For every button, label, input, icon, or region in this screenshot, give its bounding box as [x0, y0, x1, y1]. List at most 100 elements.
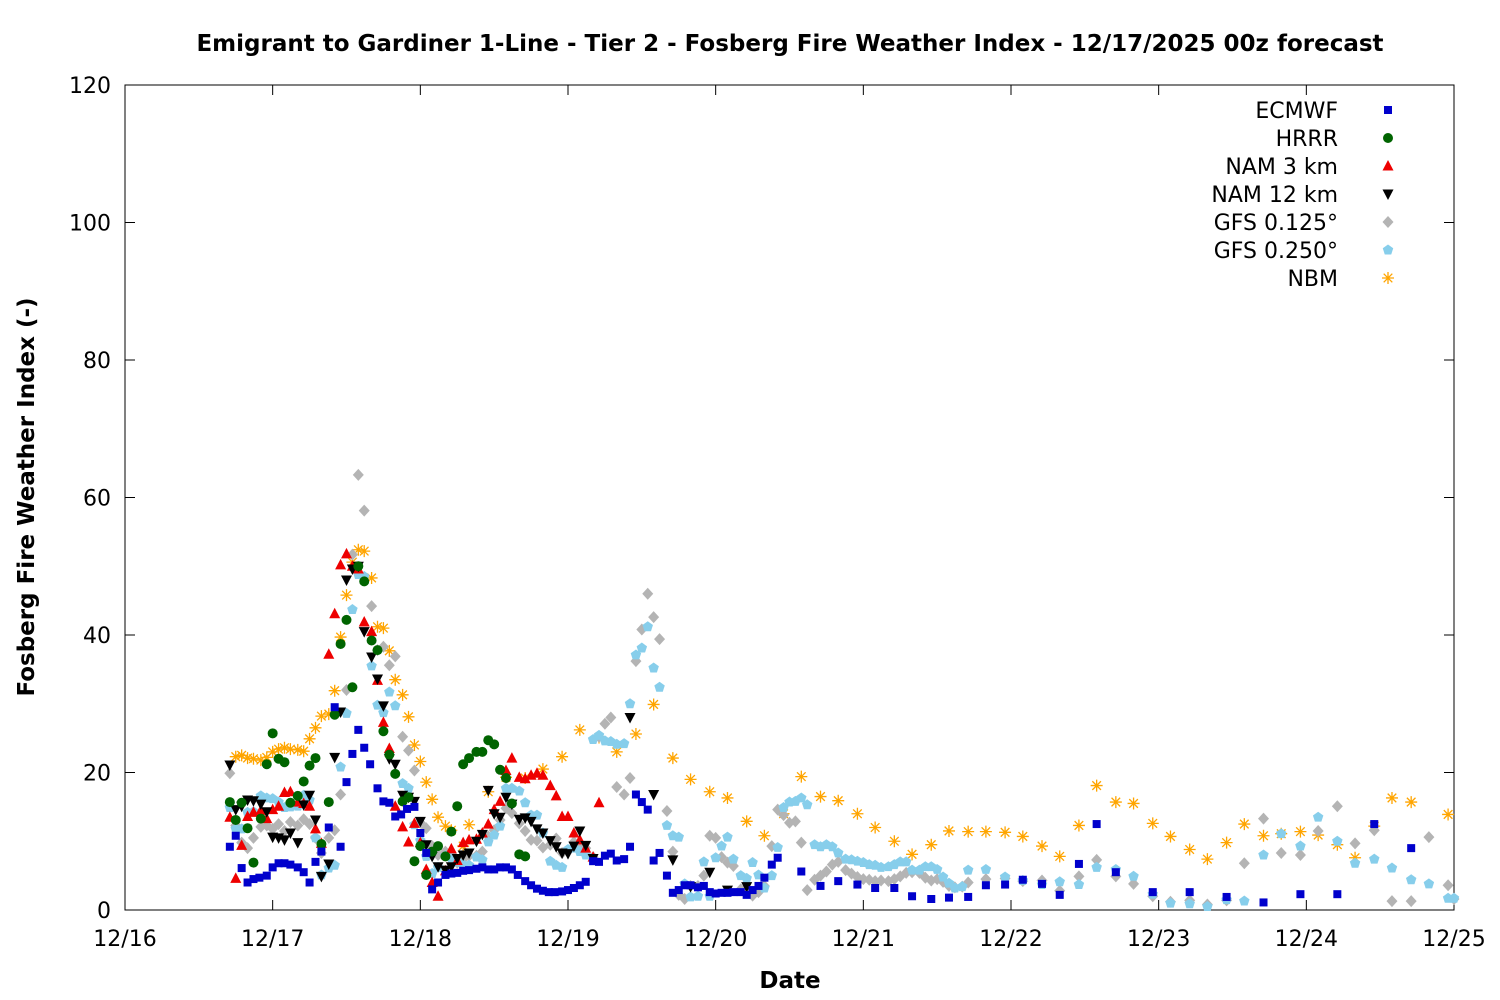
- data-point: [605, 711, 617, 724]
- data-point: [612, 856, 621, 865]
- data-point: [224, 797, 235, 808]
- data-point: [341, 547, 352, 559]
- data-point: [304, 760, 315, 771]
- data-point: [962, 864, 974, 875]
- data-point: [477, 854, 488, 865]
- data-point: [716, 840, 727, 851]
- data-point: [550, 888, 559, 897]
- data-point: [420, 776, 433, 789]
- plot-border: [124, 84, 1455, 911]
- data-point: [1294, 849, 1306, 861]
- data-point: [280, 859, 289, 868]
- data-point: [403, 782, 414, 793]
- data-point: [446, 826, 457, 837]
- data-point: [599, 717, 611, 730]
- data-point: [544, 888, 553, 897]
- legend-label: ECMWF: [1255, 99, 1338, 124]
- data-point: [869, 821, 882, 834]
- data-point: [711, 889, 720, 898]
- data-point: [626, 842, 635, 851]
- data-point: [957, 881, 968, 892]
- data-point: [1238, 857, 1250, 870]
- data-point: [1259, 898, 1268, 907]
- data-point: [1072, 819, 1085, 832]
- data-point: [931, 863, 943, 874]
- data-point: [1146, 817, 1159, 830]
- data-point: [999, 826, 1012, 839]
- data-point: [1054, 876, 1065, 887]
- data-point: [309, 815, 321, 826]
- data-point: [795, 770, 808, 783]
- data-point: [1258, 849, 1269, 860]
- data-point: [1222, 892, 1231, 901]
- data-point: [403, 804, 412, 813]
- data-point: [391, 812, 400, 821]
- data-point: [610, 745, 623, 758]
- data-point: [292, 819, 304, 832]
- data-point: [767, 860, 776, 869]
- data-point: [230, 805, 242, 816]
- data-point: [315, 871, 327, 883]
- data-point: [766, 870, 778, 881]
- data-point: [1349, 857, 1361, 868]
- legend-label: NAM 3 km: [1225, 155, 1338, 180]
- data-point: [377, 701, 389, 712]
- data-point: [1275, 846, 1287, 859]
- data-point: [304, 800, 316, 811]
- data-point: [717, 888, 726, 897]
- data-point: [1333, 890, 1342, 899]
- data-point: [402, 710, 415, 723]
- data-point: [611, 780, 623, 793]
- data-point: [261, 807, 273, 818]
- data-point: [1349, 837, 1361, 850]
- data-point: [1423, 878, 1435, 889]
- data-point: [323, 831, 335, 844]
- data-point: [698, 869, 710, 882]
- data-point: [667, 855, 679, 866]
- data-point: [674, 886, 683, 895]
- data-point: [225, 842, 234, 851]
- data-point: [247, 796, 259, 807]
- data-point: [1312, 824, 1324, 837]
- data-point: [1369, 853, 1380, 864]
- data-point: [441, 870, 450, 879]
- data-point: [247, 831, 259, 844]
- data-point: [789, 815, 801, 828]
- data-point: [648, 611, 660, 624]
- x-tick-label: 12/20: [684, 927, 747, 952]
- data-point: [550, 842, 562, 853]
- data-point: [304, 790, 316, 802]
- data-point: [389, 650, 401, 663]
- data-point: [422, 848, 431, 857]
- x-tick-label: 12/23: [1127, 927, 1190, 952]
- data-point: [494, 820, 506, 831]
- data-point: [692, 890, 704, 901]
- data-point: [389, 800, 401, 811]
- data-point: [284, 828, 296, 839]
- data-point: [741, 872, 752, 883]
- data-point: [537, 828, 549, 839]
- data-point: [944, 893, 953, 902]
- data-point: [396, 688, 409, 701]
- data-point: [291, 743, 304, 756]
- data-point: [778, 809, 790, 822]
- data-point: [360, 743, 369, 752]
- data-point: [224, 760, 236, 771]
- data-point: [500, 792, 512, 804]
- data-point: [705, 888, 714, 897]
- data-point: [964, 892, 973, 901]
- data-point: [736, 888, 745, 897]
- data-point: [358, 615, 370, 627]
- data-point: [1185, 888, 1194, 897]
- data-point: [1073, 870, 1085, 883]
- data-point: [1294, 825, 1307, 838]
- data-point: [478, 863, 487, 872]
- data-point: [685, 891, 696, 902]
- data-point: [853, 880, 862, 889]
- data-point: [556, 750, 569, 763]
- data-point: [266, 745, 279, 758]
- data-point: [642, 587, 654, 600]
- data-point: [426, 793, 439, 806]
- data-point: [550, 789, 562, 801]
- data-point: [334, 631, 347, 644]
